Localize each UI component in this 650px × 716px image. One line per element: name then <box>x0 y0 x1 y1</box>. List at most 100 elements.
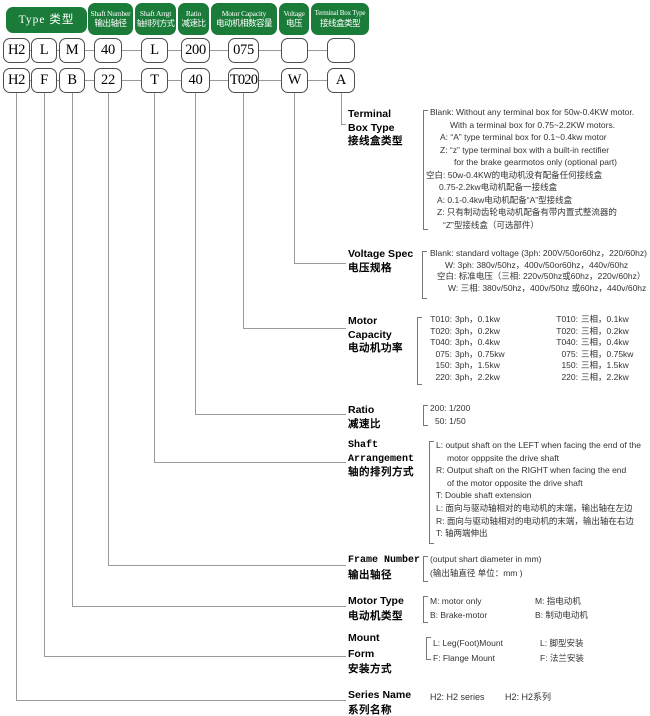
leader-ratio-v <box>195 93 196 414</box>
capacity-row: T020: 3ph，0.2kw T020: 三相，0.2kw <box>422 326 633 338</box>
shaft-arrangement-description: L: output shaft on the LEFT when facing … <box>436 439 641 540</box>
label-line: Motor <box>348 315 378 327</box>
label-line: 电压规格 <box>348 261 392 274</box>
header-voltage-zh: 电压 <box>285 18 303 29</box>
header-voltage: Voltage 电压 <box>279 3 309 35</box>
code-box-r1-frame: 40 <box>94 38 122 63</box>
label-motor-capacity: Motor Capacity 电动机功率 <box>348 315 403 356</box>
code-box-r1-motor-type: M <box>59 38 85 63</box>
leader-voltage-v <box>294 93 295 263</box>
bracket <box>423 556 428 582</box>
label-mount-form: Mount Form 安装方式 <box>348 631 392 678</box>
capacity-value: 3ph，0.1kw <box>455 314 500 324</box>
capacity-code: T040: <box>556 337 578 347</box>
leader-mount-v <box>44 93 45 656</box>
leader-terminal-h <box>341 124 346 125</box>
description-en: F: Flange Mount <box>433 652 495 663</box>
leader-ratio-h <box>195 414 346 415</box>
code-box-r1-voltage <box>281 38 308 63</box>
description-line: 50: 1/50 <box>435 415 466 426</box>
description-line: L: output shaft on the LEFT when facing … <box>436 440 641 450</box>
bracket <box>423 110 428 230</box>
label-line: Box Type <box>348 121 395 134</box>
label-line: 轴的排列方式 <box>348 466 414 478</box>
leader-motor-type-v <box>72 93 73 606</box>
capacity-code: T040: <box>430 337 452 347</box>
capacity-value: 3ph，1.5kw <box>455 360 500 370</box>
header-voltage-en: Voltage <box>283 9 305 18</box>
voltage-spec-description: Blank: standard voltage (3ph: 200V/50or6… <box>430 248 647 294</box>
mount-form-description: L: Leg(Foot)Mount L: 脚型安装 F: Flange Mount… <box>433 636 584 665</box>
motor-type-description: M: motor only M: 指电动机 B: Brake-motor B: 制动… <box>430 595 588 622</box>
description-line: F: Flange Mount F: 法兰安装 <box>433 651 584 666</box>
code-box-r1-mount: L <box>31 38 57 63</box>
description-line: R: Output shaft on the RIGHT when facing… <box>436 465 627 476</box>
description-line: A: 0.1-0.4kw电动机配备“A”型接线盒 <box>437 194 573 205</box>
header-terminal-box-type: Terminal Box Type 接线盒类型 <box>311 3 369 35</box>
label-series-name: Series Name 系列名称 <box>348 688 411 716</box>
label-line: Series Name <box>348 689 412 701</box>
leader-capacity-v <box>243 93 244 328</box>
label-line: Voltage Spec <box>348 248 414 260</box>
header-shaft-arrgt-en: Shaft Arrgt <box>139 9 172 19</box>
bracket <box>426 637 431 660</box>
terminal-box-type-description: Blank: Without any terminal box for 50w-… <box>426 106 634 231</box>
code-box-r1-ratio: 200 <box>181 38 210 63</box>
description-line: of the motor opposite the drive shaft <box>447 477 583 488</box>
label-ratio: Ratio 减速比 <box>348 404 381 431</box>
header-terminal-box-type-en: Terminal Box Type <box>314 9 366 18</box>
capacity-value: 三相，1.5kw <box>581 360 629 370</box>
capacity-code: 220: <box>561 371 578 382</box>
code-box-r1-shaft: L <box>141 38 168 63</box>
header-ratio-zh: 减速比 <box>181 18 206 29</box>
leader-capacity-h <box>243 328 346 329</box>
header-shaft-number: Shaft Number 输出轴径 <box>88 3 133 35</box>
capacity-value: 3ph，0.4kw <box>455 337 500 347</box>
series-name-description: H2: H2 series H2: H2系列 <box>430 690 551 703</box>
description-line: A: “A” type terminal box for 0.1~0.4kw m… <box>440 132 607 142</box>
code-box-r2-frame: 22 <box>94 68 122 93</box>
leader-shaft-h <box>154 462 346 463</box>
capacity-code: 150: <box>561 360 578 370</box>
label-line: Shaft <box>348 440 379 451</box>
description-zh: F: 法兰安装 <box>540 652 584 663</box>
description-line: (输出轴直径 单位：mm ) <box>430 567 523 578</box>
ratio-description: 200: 1/200 50: 1/50 <box>430 402 470 427</box>
code-box-r2-terminal: A <box>327 68 355 93</box>
bracket <box>423 596 428 623</box>
capacity-value: 三相，0.75kw <box>581 348 634 359</box>
label-shaft-arrangement: Shaft Arrangement 轴的排列方式 <box>348 439 414 480</box>
description-line: W: 3ph: 380v/50hz，400v/50or60hz，440v/60h… <box>445 259 629 270</box>
capacity-value: 三相，2.2kw <box>581 371 629 382</box>
capacity-row: 075: 3ph，0.75kw 075: 三相，0.75kw <box>422 349 633 361</box>
capacity-code: T010: <box>430 314 452 324</box>
capacity-value: 三相，0.4kw <box>581 337 629 347</box>
capacity-row: T040: 3ph，0.4kw T040: 三相，0.4kw <box>422 337 633 349</box>
description-line: W: 三相: 380v/50hz，400v/50hz 或60hz，440v/60… <box>448 282 647 293</box>
description-en: H2: H2 series <box>430 692 485 702</box>
capacity-value: 三相，0.1kw <box>581 314 629 324</box>
description-line: 空白: 标准电压（三相: 220v/50hz或60hz，220v/60hz） <box>437 271 646 282</box>
description-line: L: Leg(Foot)Mount L: 脚型安装 <box>433 636 584 651</box>
capacity-code: T010: <box>556 314 578 324</box>
header-ratio-en: Ratio <box>185 9 202 18</box>
capacity-code: T020: <box>556 325 578 336</box>
description-line: Blank: standard voltage (3ph: 200V/50or6… <box>430 248 647 258</box>
label-line: Terminal <box>348 108 391 120</box>
leader-mount-h <box>44 656 346 657</box>
label-line: 接线盒类型 <box>348 135 403 147</box>
description-zh: B: 制动电动机 <box>535 609 588 620</box>
capacity-row: 150: 3ph，1.5kw 150: 三相，1.5kw <box>422 360 633 372</box>
capacity-code: 075: <box>435 348 452 359</box>
header-motor-capacity-en: Motor Capacity <box>221 9 267 18</box>
leader-series-v <box>16 93 17 700</box>
label-line: 输出轴径 <box>348 569 392 581</box>
capacity-code: 075: <box>561 348 578 359</box>
code-box-r2-capacity: T020 <box>228 68 259 93</box>
label-voltage-spec: Voltage Spec 电压规格 <box>348 248 413 275</box>
code-box-r2-ratio: 40 <box>181 68 210 93</box>
leader-series-h <box>16 700 346 701</box>
code-box-r2-voltage: W <box>281 68 308 93</box>
capacity-value: 3ph，2.2kw <box>455 371 500 382</box>
